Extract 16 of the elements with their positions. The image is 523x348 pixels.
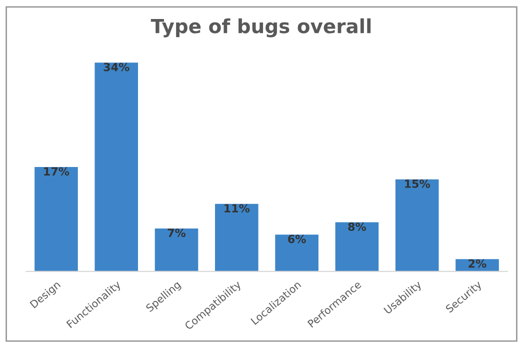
bar <box>94 62 138 272</box>
data-label: 11% <box>224 204 250 212</box>
bar <box>215 204 258 272</box>
data-label: 8% <box>348 222 366 231</box>
data-label: 6% <box>288 234 306 244</box>
bar <box>154 228 198 272</box>
data-label: 15% <box>405 180 430 188</box>
bar <box>275 234 318 272</box>
bar <box>34 167 78 272</box>
data-label: 2% <box>468 259 486 268</box>
data-label: 7% <box>168 228 186 238</box>
data-label: 17% <box>44 167 70 176</box>
chart-title: Type of bugs overall <box>150 18 371 38</box>
bar <box>395 179 439 272</box>
bar <box>335 222 379 272</box>
data-label: 34% <box>104 62 130 72</box>
